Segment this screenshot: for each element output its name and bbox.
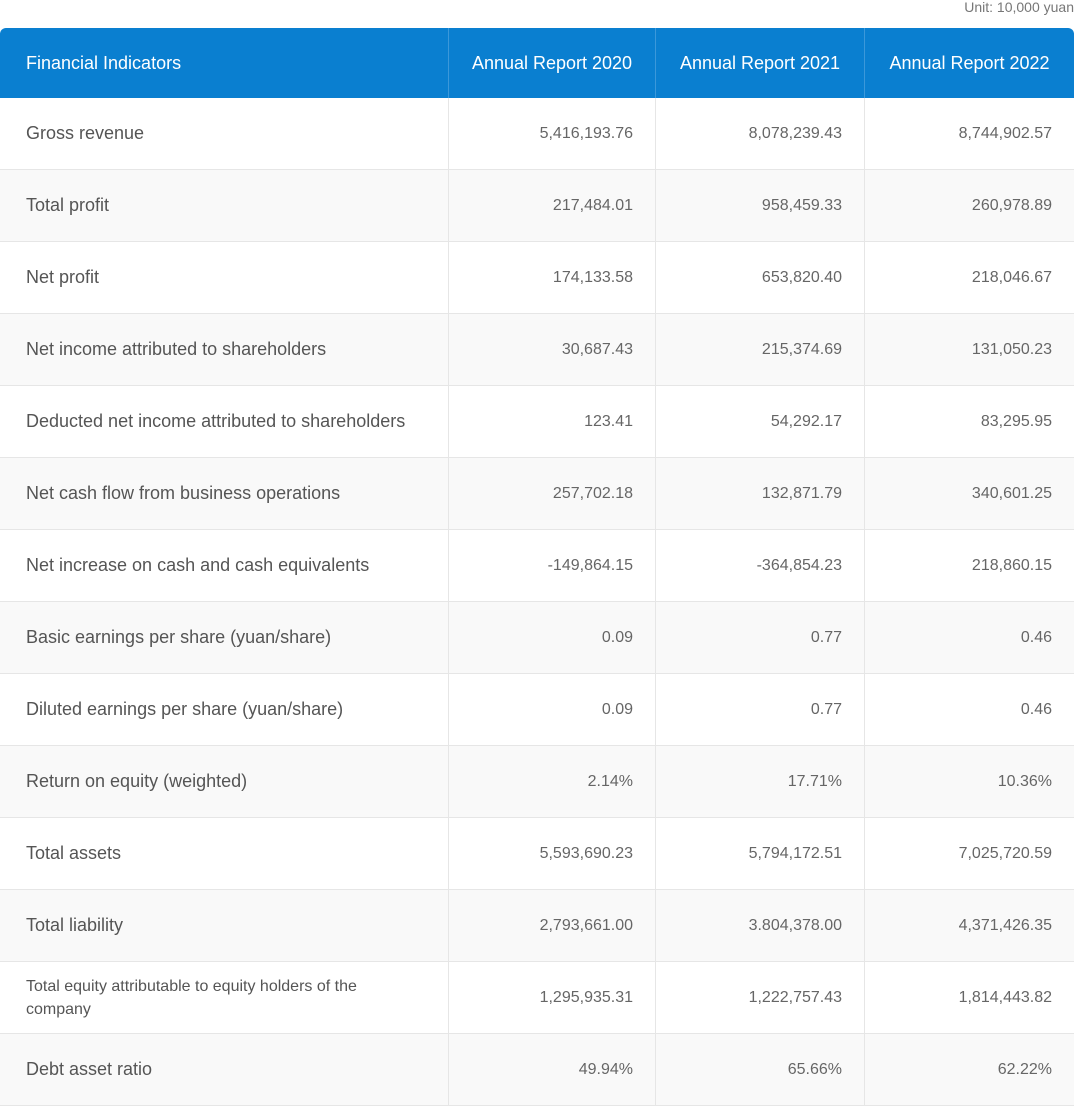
row-label: Gross revenue [0, 98, 448, 170]
row-label: Net income attributed to shareholders [0, 314, 448, 386]
row-label: Net increase on cash and cash equivalent… [0, 530, 448, 602]
row-label: Deducted net income attributed to shareh… [0, 386, 448, 458]
value-cell: 30,687.43 [448, 314, 655, 386]
value-cell: 5,416,193.76 [448, 98, 655, 170]
value-cell: 62.22% [864, 1034, 1074, 1106]
row-label: Return on equity (weighted) [0, 746, 448, 818]
row-label-text: Deducted net income attributed to shareh… [26, 411, 406, 431]
unit-note: Unit: 10,000 yuan [964, 0, 1074, 15]
row-label: Debt asset ratio [0, 1034, 448, 1106]
row-label: Total equity attributable to equity hold… [0, 962, 448, 1034]
value-cell: 49.94% [448, 1034, 655, 1106]
table-header: Financial Indicators Annual Report 2020 An… [0, 28, 1074, 98]
table-row: Basic earnings per share (yuan/share) 0.0… [0, 602, 1074, 674]
value-cell: 218,046.67 [864, 242, 1074, 314]
table-row: Diluted earnings per share (yuan/share) 0… [0, 674, 1074, 746]
value-cell: 1,222,757.43 [655, 962, 864, 1034]
value-cell: 653,820.40 [655, 242, 864, 314]
table-row: Gross revenue 5,416,193.76 8,078,239.43 8,7… [0, 98, 1074, 170]
row-label-text: Total profit [26, 195, 110, 215]
value-cell: 8,744,902.57 [864, 98, 1074, 170]
value-cell: 0.46 [864, 674, 1074, 746]
value-cell: -149,864.15 [448, 530, 655, 602]
value-cell: 0.77 [655, 674, 864, 746]
row-label: Total assets [0, 818, 448, 890]
column-header: Annual Report 2021 [655, 28, 864, 98]
row-label: Total profit [0, 170, 448, 242]
table-row: Total equity attributable to equity hold… [0, 962, 1074, 1034]
value-cell: 0.09 [448, 602, 655, 674]
row-label: Net profit [0, 242, 448, 314]
row-label-text: Net increase on cash and cash equivalent… [26, 555, 370, 575]
value-cell: 257,702.18 [448, 458, 655, 530]
table-row: Net income attributed to shareholders 30,… [0, 314, 1074, 386]
header-row: Financial Indicators Annual Report 2020 An… [0, 28, 1074, 98]
value-cell: 123.41 [448, 386, 655, 458]
row-label-text: Basic earnings per share (yuan/share) [26, 627, 332, 647]
value-cell: 17.71% [655, 746, 864, 818]
financial-table: Financial Indicators Annual Report 2020 An… [0, 28, 1074, 1106]
row-label-text: Net profit [26, 267, 100, 287]
row-label-text: Debt asset ratio [26, 1059, 153, 1079]
value-cell: 3.804,378.00 [655, 890, 864, 962]
row-label-text: Net income attributed to shareholders [26, 339, 327, 359]
row-label-text: Diluted earnings per share (yuan/share) [26, 699, 344, 719]
table-row: Return on equity (weighted) 2.14% 17.71% 10… [0, 746, 1074, 818]
row-label-text: Total liability [26, 915, 124, 935]
value-cell: 1,295,935.31 [448, 962, 655, 1034]
value-cell: 260,978.89 [864, 170, 1074, 242]
table-row: Total liability 2,793,661.00 3.804,378.00 4… [0, 890, 1074, 962]
table-row: Net cash flow from business operations 25… [0, 458, 1074, 530]
value-cell: 1,814,443.82 [864, 962, 1074, 1034]
table-row: Net increase on cash and cash equivalent… [0, 530, 1074, 602]
value-cell: 215,374.69 [655, 314, 864, 386]
value-cell: 2,793,661.00 [448, 890, 655, 962]
value-cell: 0.77 [655, 602, 864, 674]
value-cell: 217,484.01 [448, 170, 655, 242]
row-label-text: Total assets [26, 843, 122, 863]
value-cell: 83,295.95 [864, 386, 1074, 458]
column-header: Annual Report 2020 [448, 28, 655, 98]
value-cell: 174,133.58 [448, 242, 655, 314]
row-label: Total liability [0, 890, 448, 962]
row-label: Diluted earnings per share (yuan/share) [0, 674, 448, 746]
value-cell: 2.14% [448, 746, 655, 818]
column-header: Annual Report 2022 [864, 28, 1074, 98]
column-header: Financial Indicators [0, 28, 448, 98]
value-cell: -364,854.23 [655, 530, 864, 602]
table-row: Deducted net income attributed to shareh… [0, 386, 1074, 458]
row-label: Net cash flow from business operations [0, 458, 448, 530]
value-cell: 65.66% [655, 1034, 864, 1106]
value-cell: 4,371,426.35 [864, 890, 1074, 962]
value-cell: 218,860.15 [864, 530, 1074, 602]
table-row: Total assets 5,593,690.23 5,794,172.51 7,02… [0, 818, 1074, 890]
table-body: Gross revenue 5,416,193.76 8,078,239.43 8,7… [0, 98, 1074, 1106]
value-cell: 7,025,720.59 [864, 818, 1074, 890]
value-cell: 0.46 [864, 602, 1074, 674]
value-cell: 8,078,239.43 [655, 98, 864, 170]
value-cell: 54,292.17 [655, 386, 864, 458]
row-label: Basic earnings per share (yuan/share) [0, 602, 448, 674]
row-label-text: Return on equity (weighted) [26, 771, 248, 791]
value-cell: 958,459.33 [655, 170, 864, 242]
value-cell: 5,593,690.23 [448, 818, 655, 890]
table-row: Total profit 217,484.01 958,459.33 260,978.… [0, 170, 1074, 242]
value-cell: 132,871.79 [655, 458, 864, 530]
value-cell: 0.09 [448, 674, 655, 746]
value-cell: 131,050.23 [864, 314, 1074, 386]
value-cell: 5,794,172.51 [655, 818, 864, 890]
row-label-text: Gross revenue [26, 123, 145, 143]
value-cell: 340,601.25 [864, 458, 1074, 530]
value-cell: 10.36% [864, 746, 1074, 818]
table-row: Debt asset ratio 49.94% 65.66% 62.22% [0, 1034, 1074, 1106]
row-label-text: Net cash flow from business operations [26, 483, 341, 503]
row-label-text: Total equity attributable to equity hold… [26, 977, 357, 1018]
table-row: Net profit 174,133.58 653,820.40 218,046.67 [0, 242, 1074, 314]
